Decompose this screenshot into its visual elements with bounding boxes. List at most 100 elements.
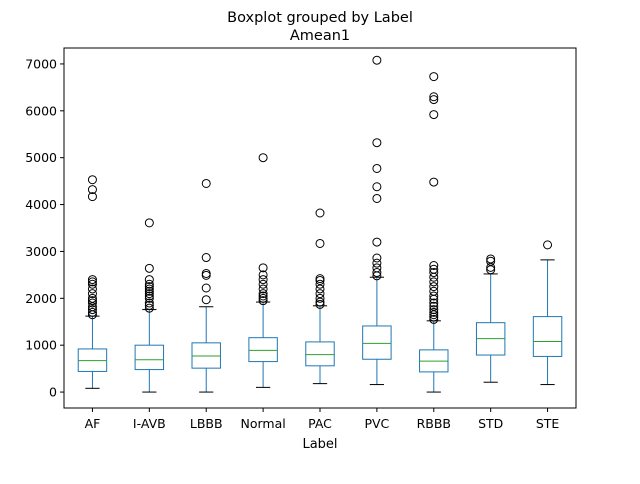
outlier-point: [144, 282, 154, 292]
outlier-point: [258, 296, 268, 306]
outlier-point: [87, 175, 97, 185]
outlier-point: [429, 177, 439, 187]
outlier-point: [201, 268, 211, 278]
chart-subtitle: Amean1: [290, 28, 350, 44]
outlier-point: [315, 279, 325, 289]
box-pvc: [362, 325, 392, 360]
outlier-point: [144, 263, 154, 273]
plot-area: 0 1000 2000 3000 4000 5000 6000 7000 AF I-AVB LBBB…: [25, 55, 563, 431]
outlier-point: [144, 291, 154, 301]
outlier-point: [429, 282, 439, 292]
x-tick-label: STD: [478, 416, 503, 431]
x-tick-label: LBBB: [190, 416, 223, 431]
outlier-point: [315, 274, 325, 284]
outlier-point: [201, 178, 211, 188]
y-tick-label: 7000: [25, 56, 57, 71]
outlier-point: [258, 263, 268, 273]
outlier-point: [144, 275, 154, 285]
outlier-point: [543, 240, 553, 250]
outlier-point: [144, 279, 154, 289]
outlier-point: [429, 264, 439, 274]
outlier-point: [201, 283, 211, 293]
outlier-point: [144, 286, 154, 296]
y-tick-label: 4000: [25, 197, 57, 212]
outlier-point: [429, 291, 439, 301]
outlier-point: [258, 270, 268, 280]
outlier-point: [87, 296, 97, 306]
x-tick-label: RBBB: [417, 416, 451, 431]
outlier-point: [87, 305, 97, 315]
outlier-point: [486, 254, 496, 264]
outlier-point: [429, 298, 439, 308]
box-pac: [305, 341, 335, 367]
y-tick-label: 2000: [25, 291, 57, 306]
outlier-point: [87, 185, 97, 195]
y-tick-label: 1000: [25, 338, 57, 353]
outlier-point: [372, 258, 382, 268]
outlier-point: [258, 291, 268, 301]
outlier-point: [258, 284, 268, 294]
y-tick-label: 6000: [25, 103, 57, 118]
x-tick-label: PAC: [308, 416, 332, 431]
outlier-point: [372, 163, 382, 173]
outlier-point: [87, 192, 97, 202]
outlier-point: [429, 268, 439, 278]
x-axis-label: Label: [302, 437, 337, 452]
y-tick-label: 0: [49, 385, 57, 400]
x-tick-label: Normal: [240, 416, 285, 431]
outlier-point: [258, 153, 268, 163]
outlier-point: [429, 92, 439, 102]
outlier-point: [87, 298, 97, 308]
outlier-point: [144, 218, 154, 228]
outlier-point: [258, 293, 268, 303]
outlier-point: [144, 284, 154, 294]
outlier-point: [144, 298, 154, 308]
outlier-point: [87, 284, 97, 294]
outlier-point: [87, 289, 97, 299]
outlier-point: [258, 279, 268, 289]
outlier-point: [144, 293, 154, 303]
outlier-point: [429, 261, 439, 270]
outlier-point: [87, 279, 97, 289]
box-i-avb: [134, 344, 165, 371]
outlier-point: [429, 72, 439, 82]
outlier-point: [372, 268, 382, 278]
outlier-point: [429, 277, 439, 287]
box-normal: [248, 337, 278, 363]
outlier-point: [144, 289, 154, 299]
chart-title: Boxplot grouped by Label: [227, 10, 413, 26]
axes-frame: [63, 47, 577, 409]
outlier-point: [258, 275, 268, 285]
outlier-point: [258, 289, 268, 299]
outlier-point: [144, 303, 154, 313]
y-tick-label: 3000: [25, 244, 57, 259]
outlier-point: [201, 253, 211, 263]
outlier-point: [429, 301, 439, 311]
outlier-point: [429, 286, 439, 296]
x-tick-label: PVC: [364, 416, 389, 431]
outlier-point: [429, 314, 439, 324]
outlier-point: [144, 300, 154, 310]
x-tick-label: I-AVB: [133, 416, 166, 431]
outlier-point: [315, 293, 325, 303]
x-tick-label: STE: [536, 416, 560, 431]
outlier-point: [87, 277, 97, 287]
outlier-point: [372, 253, 382, 263]
outlier-point: [372, 237, 382, 247]
outlier-point: [372, 193, 382, 203]
outlier-point: [429, 307, 439, 317]
outlier-point: [201, 295, 211, 305]
outlier-point: [372, 55, 382, 65]
outlier-point: [315, 238, 325, 248]
outlier-point: [372, 138, 382, 148]
outlier-point: [429, 110, 439, 120]
outlier-point: [87, 293, 97, 303]
outlier-point: [315, 208, 325, 218]
outlier-point: [87, 275, 97, 285]
outlier-point: [372, 182, 382, 192]
outlier-point: [315, 299, 325, 309]
outlier-point: [315, 289, 325, 299]
